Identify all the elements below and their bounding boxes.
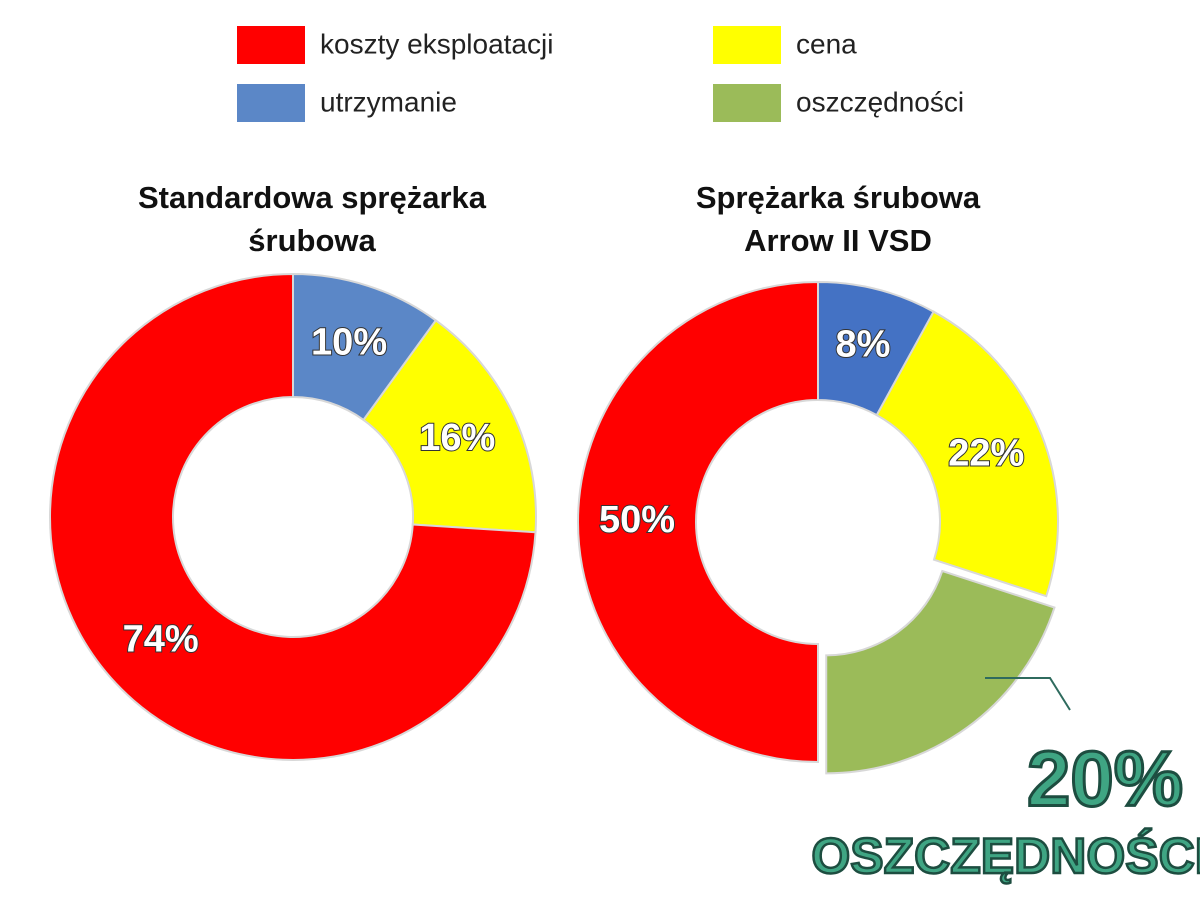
value-label: 50% [599, 499, 675, 541]
donut-segment [49, 272, 537, 761]
callout-value: 20% [1027, 735, 1183, 823]
chart-title: Sprężarka śrubowa Arrow II VSD [695, 180, 981, 258]
value-label: 74% [123, 618, 199, 660]
legend-label: koszty eksploatacji [320, 28, 553, 59]
callout-text: OSZCZĘDNOŚCI [811, 828, 1200, 884]
value-label: 8% [836, 324, 891, 366]
legend-swatch [713, 26, 781, 64]
value-label: 22% [948, 432, 1024, 474]
donut-segment [825, 569, 1056, 775]
callout-line [985, 677, 1071, 711]
legend-label: cena [796, 28, 857, 59]
value-label: 16% [419, 417, 495, 459]
legend-swatch [237, 84, 305, 122]
donut-segment [362, 319, 537, 534]
value-label: 10% [311, 321, 387, 363]
donut-segment [577, 280, 819, 764]
legend-label: oszczędności [796, 86, 964, 117]
legend-swatch [713, 84, 781, 122]
legend-swatch [237, 26, 305, 64]
chart-title: Standardowa sprężarka śrubowa [137, 180, 487, 258]
legend-label: utrzymanie [320, 86, 457, 117]
donut-segment [875, 310, 1059, 598]
